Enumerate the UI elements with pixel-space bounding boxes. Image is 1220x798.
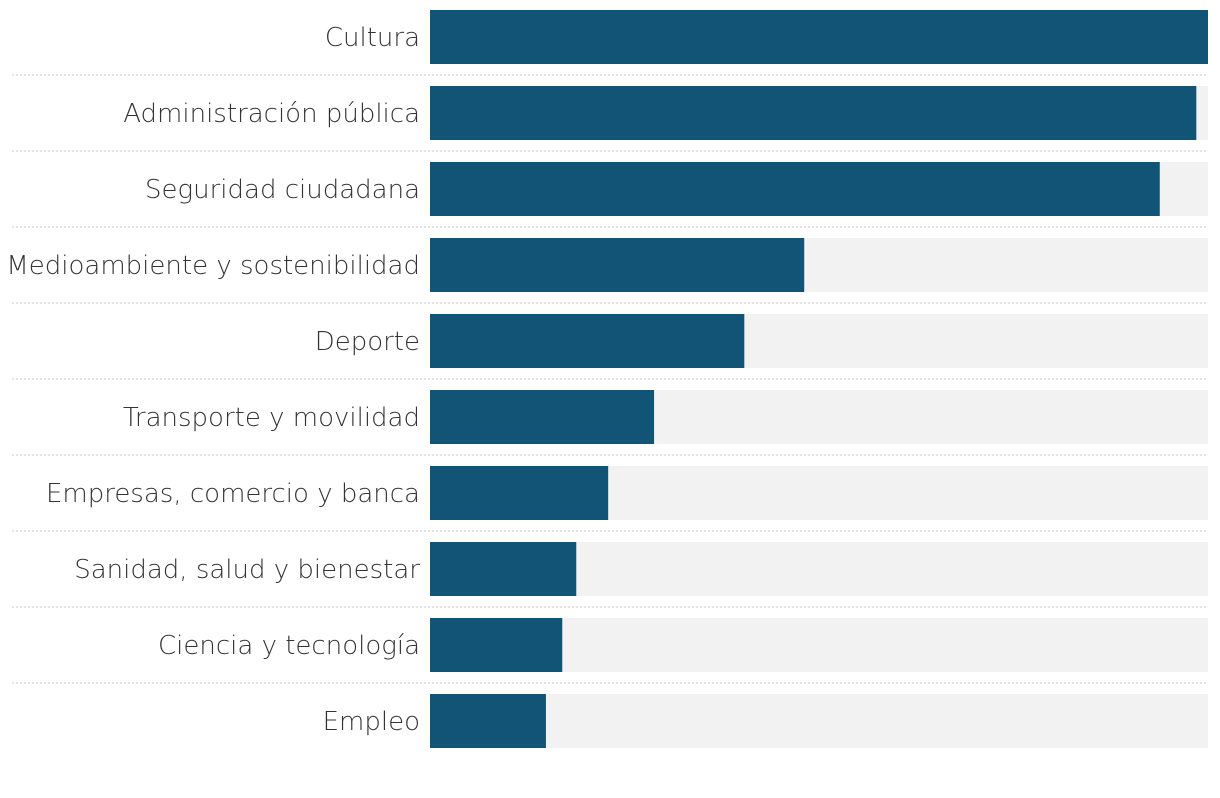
category-label: Cultura	[325, 23, 420, 53]
category-label: Empleo	[323, 707, 420, 737]
category-label: Medioambiente y sostenibilidad	[6, 251, 420, 281]
bar	[430, 390, 655, 444]
category-label: Administración pública	[123, 99, 420, 129]
category-label: Sanidad, salud y bienestar	[74, 555, 420, 585]
bar	[430, 542, 577, 596]
bar	[430, 694, 546, 748]
category-label: Seguridad ciudadana	[145, 175, 420, 205]
bar	[430, 10, 1208, 64]
bar	[430, 86, 1197, 140]
bar	[430, 466, 609, 520]
bar	[430, 238, 805, 292]
bar	[430, 618, 563, 672]
category-label: Ciencia y tecnología	[158, 631, 420, 661]
bar-track	[430, 694, 1208, 748]
category-label: Empresas, comercio y banca	[46, 479, 420, 509]
category-label: Deporte	[315, 327, 420, 357]
category-label: Transporte y movilidad	[123, 403, 420, 433]
bar	[430, 162, 1160, 216]
bar	[430, 314, 745, 368]
